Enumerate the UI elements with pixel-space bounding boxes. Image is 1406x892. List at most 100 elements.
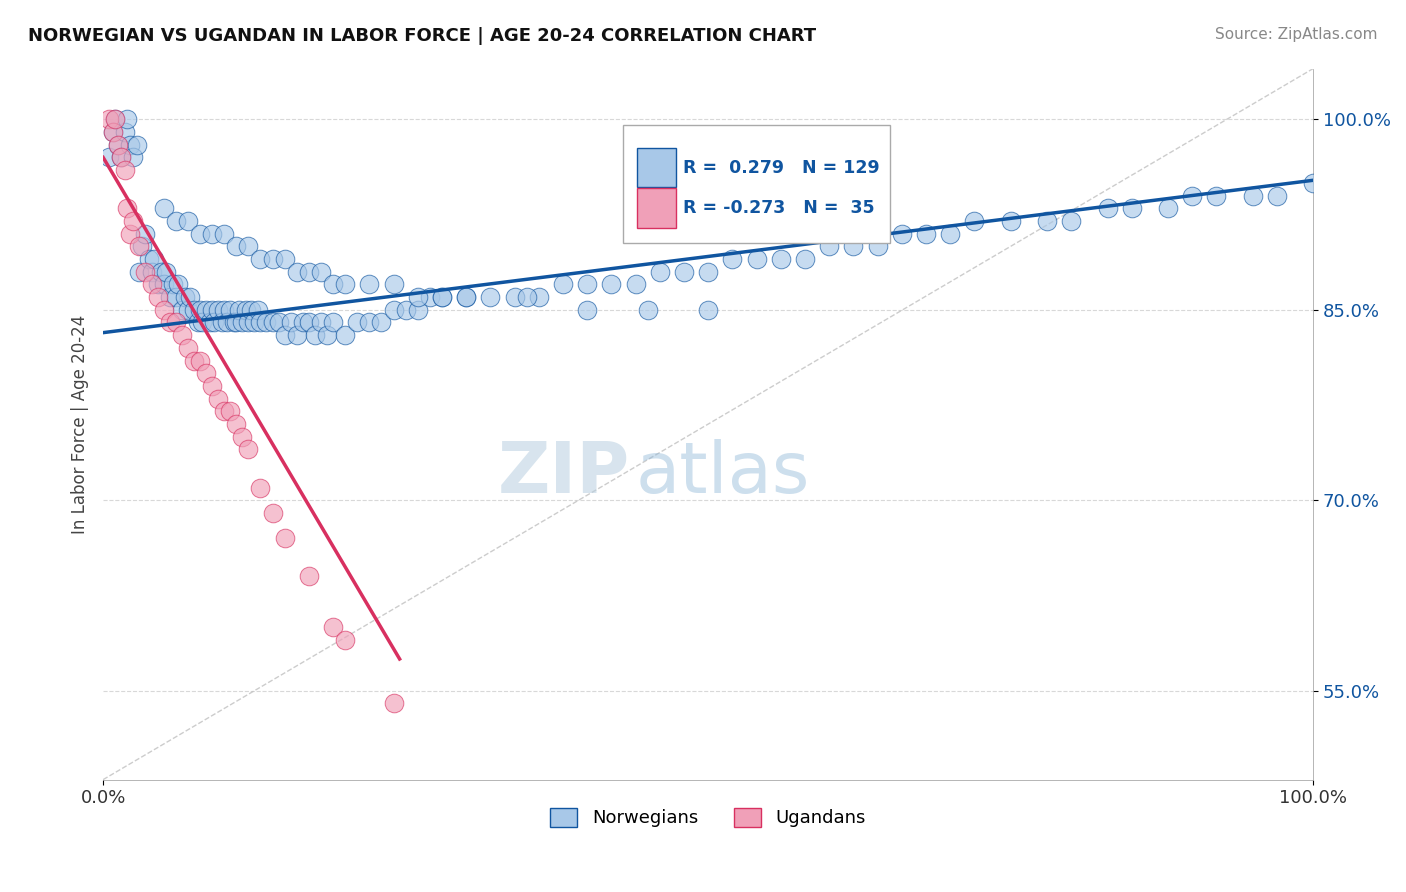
Point (322, 316, 344, 330)
Point (201, 227, 224, 241)
Point (915, 227, 938, 241)
Point (256, 316, 278, 330)
Text: R =  0.279   N = 129: R = 0.279 N = 129 (683, 159, 879, 177)
Point (939, 227, 962, 241)
Point (177, 302, 200, 317)
Point (183, 353, 205, 368)
Point (359, 316, 381, 330)
Point (1060, 214, 1083, 228)
Point (238, 316, 260, 330)
Point (1157, 201, 1180, 215)
Point (262, 252, 284, 266)
Point (527, 290, 550, 304)
Point (141, 265, 163, 279)
Point (818, 239, 841, 253)
Point (600, 277, 623, 292)
Point (225, 239, 247, 253)
Point (243, 316, 266, 330)
Point (215, 316, 238, 330)
Point (188, 353, 211, 368)
Point (273, 252, 295, 266)
Point (212, 302, 235, 317)
Text: atlas: atlas (636, 440, 810, 508)
Point (359, 277, 381, 292)
Point (551, 277, 574, 292)
Point (225, 316, 247, 330)
Point (104, 112, 127, 127)
Point (1241, 188, 1264, 202)
Point (309, 316, 332, 330)
Point (239, 302, 262, 317)
Point (382, 277, 405, 292)
Point (142, 252, 165, 266)
Point (304, 328, 326, 343)
Point (125, 137, 148, 152)
Point (298, 569, 321, 583)
Point (138, 252, 160, 266)
Point (98, 150, 121, 164)
Point (406, 290, 429, 304)
Point (219, 404, 242, 418)
Point (131, 239, 153, 253)
Point (333, 328, 356, 343)
Point (165, 214, 187, 228)
Point (98, 112, 121, 127)
Point (382, 697, 405, 711)
Point (104, 112, 127, 127)
Point (177, 214, 200, 228)
Point (1181, 188, 1204, 202)
Point (207, 302, 229, 317)
Point (122, 214, 145, 228)
FancyBboxPatch shape (637, 188, 675, 228)
Point (273, 328, 295, 343)
Point (101, 125, 124, 139)
Point (183, 302, 205, 317)
Point (152, 277, 174, 292)
Point (177, 341, 200, 355)
Point (110, 150, 132, 164)
Point (697, 265, 720, 279)
Point (322, 277, 344, 292)
Point (249, 316, 271, 330)
Point (225, 417, 247, 431)
Point (794, 252, 817, 266)
Point (291, 316, 314, 330)
Point (346, 316, 368, 330)
Point (128, 239, 150, 253)
Point (624, 277, 647, 292)
Point (170, 328, 193, 343)
Point (201, 379, 224, 393)
Point (107, 137, 129, 152)
Point (188, 302, 211, 317)
Point (769, 252, 792, 266)
Point (146, 277, 169, 292)
Point (395, 302, 418, 317)
Point (167, 277, 190, 292)
Point (152, 201, 174, 215)
Point (1302, 176, 1324, 190)
Text: R = -0.273   N =  35: R = -0.273 N = 35 (683, 199, 875, 218)
Point (672, 265, 695, 279)
Point (503, 290, 526, 304)
Point (159, 290, 181, 304)
Point (219, 302, 242, 317)
Point (207, 392, 229, 406)
Point (174, 290, 197, 304)
Point (134, 227, 156, 241)
Point (222, 316, 245, 330)
Point (285, 328, 308, 343)
Point (842, 239, 865, 253)
Point (231, 430, 253, 444)
Point (267, 316, 290, 330)
Point (637, 302, 659, 317)
Point (309, 265, 332, 279)
Point (238, 239, 260, 253)
Point (155, 265, 177, 279)
Point (152, 302, 174, 317)
Point (262, 316, 284, 330)
Point (1265, 188, 1288, 202)
Point (150, 265, 173, 279)
Point (212, 227, 235, 241)
Y-axis label: In Labor Force | Age 20-24: In Labor Force | Age 20-24 (72, 315, 89, 533)
Point (191, 316, 214, 330)
